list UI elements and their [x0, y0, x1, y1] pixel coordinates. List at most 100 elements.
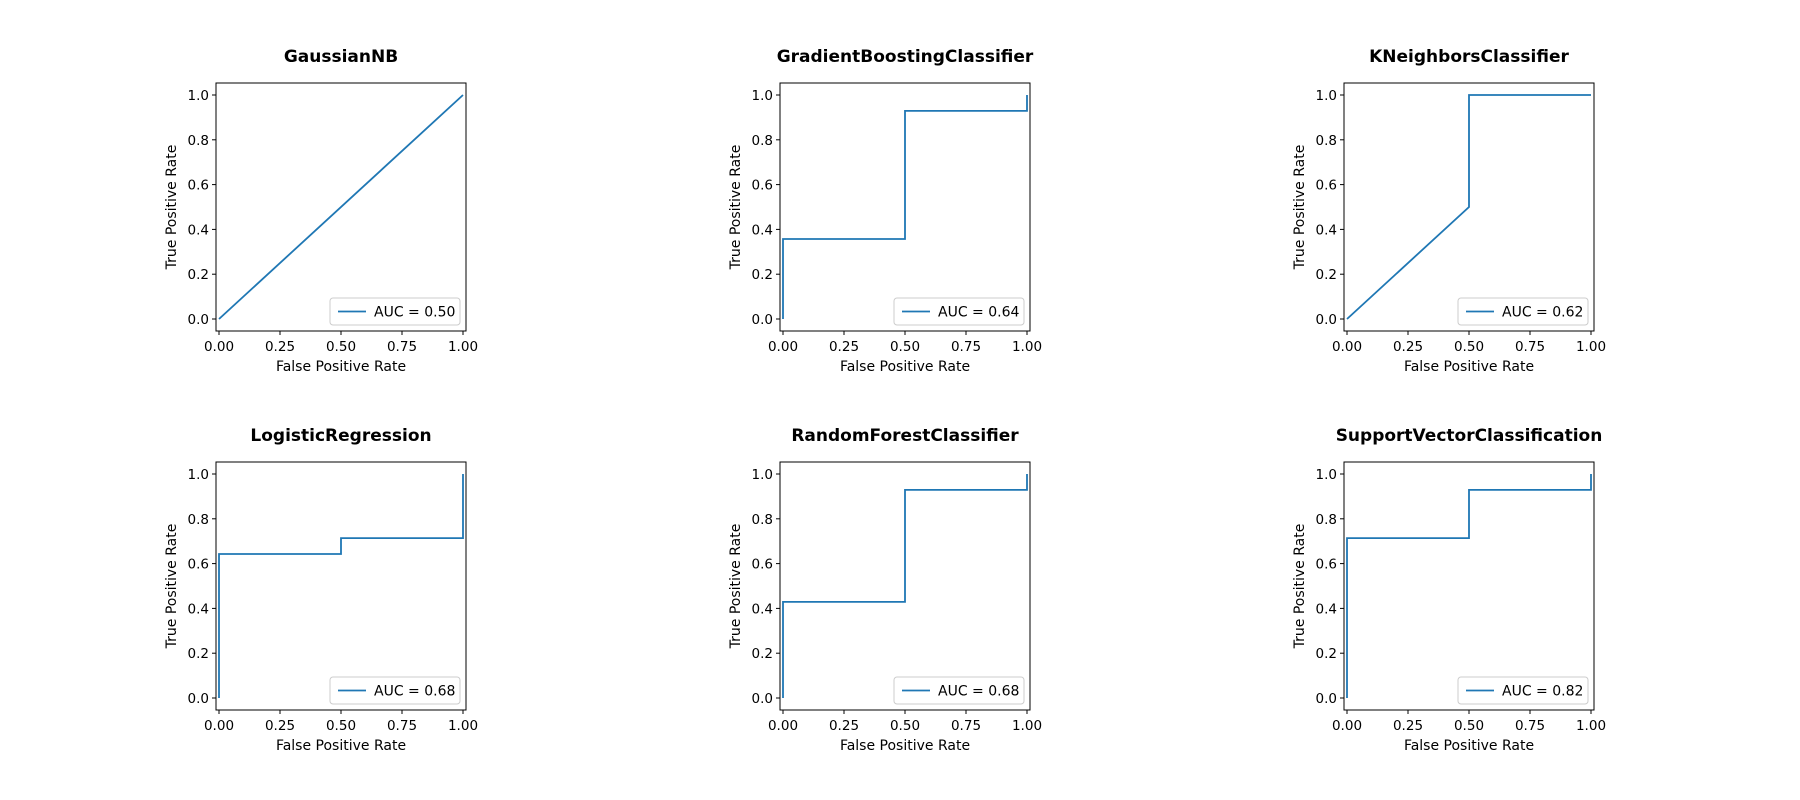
- x-tick-label: 0.00: [768, 339, 798, 355]
- x-tick-label: 1.00: [1576, 718, 1606, 734]
- y-tick-label: 0.4: [1316, 601, 1337, 617]
- x-tick-label: 1.00: [1012, 718, 1042, 734]
- subplot-title: RandomForestClassifier: [791, 426, 1019, 446]
- y-tick-label: 1.0: [752, 467, 773, 483]
- x-axis-label: False Positive Rate: [276, 359, 406, 375]
- roc-subplot-1: GaussianNB 0.00 0.25 0.50 0.75 1.00 0.0 0.2 0.4 0…: [164, 47, 478, 375]
- y-tick-label: 0.0: [188, 312, 209, 328]
- x-tick-label: 0.00: [768, 718, 798, 734]
- y-tick-label: 0.4: [752, 601, 773, 617]
- y-tick-label: 0.0: [1316, 312, 1337, 328]
- x-tick-label: 0.75: [951, 718, 981, 734]
- y-tick-label: 0.2: [1316, 646, 1337, 662]
- y-axis-label: True Positive Rate: [164, 145, 180, 271]
- axes-frame: [1343, 461, 1595, 711]
- x-axis-label: False Positive Rate: [840, 359, 970, 375]
- x-tick-label: 0.25: [829, 718, 859, 734]
- legend-label: AUC = 0.64: [938, 305, 1019, 321]
- y-tick-label: 0.8: [1316, 512, 1337, 528]
- legend-box: [1457, 297, 1589, 326]
- y-axis-label: True Positive Rate: [728, 145, 744, 271]
- legend-box: [893, 676, 1025, 705]
- roc-curve-line: [782, 474, 1028, 698]
- y-tick-label: 1.0: [188, 88, 209, 104]
- roc-subplot-5: RandomForestClassifier 0.00 0.25 0.50 0.75 1.…: [728, 426, 1042, 754]
- roc-curve-line: [1346, 94, 1591, 320]
- x-tick-label: 0.00: [204, 339, 234, 355]
- legend-label: AUC = 0.62: [1502, 305, 1583, 321]
- subplot-title: SupportVectorClassification: [1336, 426, 1603, 446]
- axes-frame: [215, 82, 467, 332]
- y-tick-label: 0.6: [1316, 557, 1337, 573]
- x-tick-label: 0.50: [326, 339, 356, 355]
- roc-curve-line: [218, 474, 464, 698]
- y-tick-label: 0.8: [752, 133, 773, 149]
- y-tick-label: 0.4: [752, 222, 773, 238]
- y-tick-label: 0.6: [1316, 178, 1337, 194]
- legend: AUC = 0.68: [329, 676, 461, 705]
- x-tick-label: 1.00: [448, 718, 478, 734]
- y-tick-label: 0.2: [1316, 267, 1337, 283]
- subplot-title: LogisticRegression: [250, 426, 431, 446]
- roc-curve-line: [1346, 474, 1592, 698]
- axes-frame: [1343, 82, 1595, 332]
- y-tick-label: 0.4: [188, 601, 209, 617]
- legend-box: [329, 297, 461, 326]
- x-tick-label: 1.00: [448, 339, 478, 355]
- x-axis-label: False Positive Rate: [276, 738, 406, 754]
- roc-subplot-2: GradientBoostingClassifier 0.00 0.25 0.50 0.…: [728, 47, 1042, 375]
- roc-curve-line: [782, 95, 1028, 319]
- x-tick-label: 1.00: [1576, 339, 1606, 355]
- y-tick-label: 1.0: [188, 467, 209, 483]
- legend: AUC = 0.68: [893, 676, 1025, 705]
- y-tick-label: 0.8: [1316, 133, 1337, 149]
- x-tick-label: 0.50: [1454, 718, 1484, 734]
- legend-label: AUC = 0.68: [374, 684, 455, 700]
- x-tick-label: 0.25: [1393, 718, 1423, 734]
- legend-label: AUC = 0.68: [938, 684, 1019, 700]
- legend: AUC = 0.64: [893, 297, 1025, 326]
- y-tick-label: 0.8: [188, 512, 209, 528]
- legend: AUC = 0.62: [1457, 297, 1589, 326]
- y-tick-label: 0.0: [752, 691, 773, 707]
- axes-frame: [779, 461, 1031, 711]
- subplot-title: GaussianNB: [284, 47, 398, 67]
- legend-label: AUC = 0.50: [374, 305, 455, 321]
- y-tick-label: 0.4: [1316, 222, 1337, 238]
- subplot-title: KNeighborsClassifier: [1369, 47, 1569, 67]
- y-tick-label: 0.6: [752, 557, 773, 573]
- x-tick-label: 0.75: [387, 339, 417, 355]
- roc-subplot-6: SupportVectorClassification 0.00 0.25 0.50 0…: [1292, 426, 1606, 754]
- y-tick-label: 0.6: [188, 557, 209, 573]
- y-tick-label: 0.6: [188, 178, 209, 194]
- x-tick-label: 0.50: [890, 339, 920, 355]
- y-tick-label: 0.4: [188, 222, 209, 238]
- y-axis-label: True Positive Rate: [1292, 524, 1308, 650]
- x-axis-label: False Positive Rate: [1404, 738, 1534, 754]
- legend-box: [893, 297, 1025, 326]
- legend: AUC = 0.50: [329, 297, 461, 326]
- x-tick-label: 0.50: [1454, 339, 1484, 355]
- y-tick-label: 0.0: [752, 312, 773, 328]
- x-tick-label: 0.25: [1393, 339, 1423, 355]
- y-tick-label: 0.6: [752, 178, 773, 194]
- x-tick-label: 0.00: [1332, 339, 1362, 355]
- roc-curve-line: [218, 94, 464, 320]
- y-tick-label: 1.0: [1316, 88, 1337, 104]
- x-tick-label: 0.75: [1515, 718, 1545, 734]
- x-tick-label: 0.75: [387, 718, 417, 734]
- y-axis-label: True Positive Rate: [164, 524, 180, 650]
- y-tick-label: 0.2: [188, 267, 209, 283]
- x-tick-label: 0.75: [951, 339, 981, 355]
- x-tick-label: 0.75: [1515, 339, 1545, 355]
- x-tick-label: 0.00: [1332, 718, 1362, 734]
- legend-label: AUC = 0.82: [1502, 684, 1583, 700]
- y-tick-label: 0.2: [752, 267, 773, 283]
- x-tick-label: 0.25: [829, 339, 859, 355]
- y-tick-label: 0.8: [188, 133, 209, 149]
- x-tick-label: 1.00: [1012, 339, 1042, 355]
- y-tick-label: 0.2: [752, 646, 773, 662]
- y-tick-label: 0.8: [752, 512, 773, 528]
- x-tick-label: 0.50: [890, 718, 920, 734]
